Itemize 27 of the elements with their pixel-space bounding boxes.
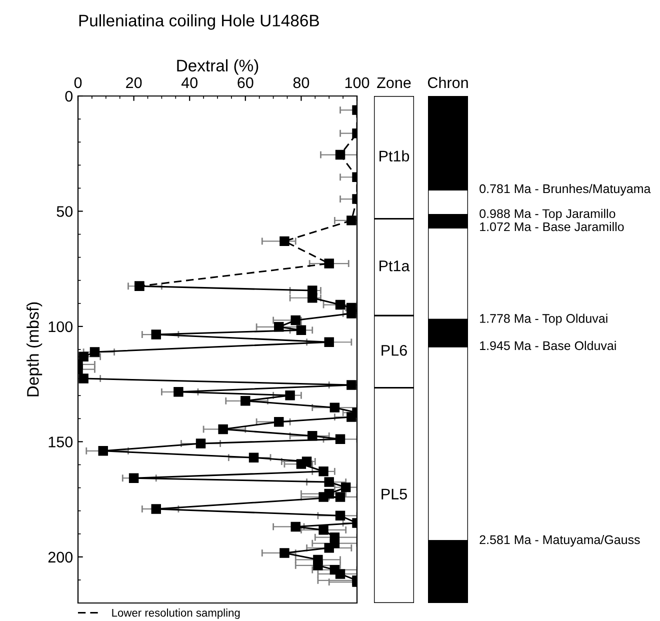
annotation: 1.778 Ma - Top Olduvai bbox=[480, 314, 608, 326]
annotation: 1.945 Ma - Base Olduvai bbox=[480, 340, 616, 350]
y-tick-label: 50 bbox=[56, 206, 73, 217]
x-tick-label: 80 bbox=[293, 77, 310, 88]
annotation: 1.072 Ma - Base Jaramillo bbox=[480, 222, 624, 232]
y-tick-label: 200 bbox=[48, 552, 73, 563]
series-label: Pt1b bbox=[380, 150, 410, 162]
series-label: PL5 bbox=[382, 488, 407, 500]
series-label: Pt1a bbox=[380, 260, 410, 272]
series-label: PL6 bbox=[382, 344, 407, 356]
y-tick-label: 100 bbox=[48, 321, 73, 332]
x-tick-label: 60 bbox=[238, 77, 254, 88]
y-tick-label: 150 bbox=[48, 436, 73, 448]
chart-title: Pulleniatina coiling Hole U1486B bbox=[79, 14, 319, 30]
text: Lower resolution sampling bbox=[112, 608, 240, 619]
x-tick-label: Zone bbox=[377, 77, 411, 88]
x-tick-label: Chron bbox=[428, 76, 468, 88]
x-tick-label: 40 bbox=[181, 77, 198, 88]
x-axis-title: Dextral (%) bbox=[177, 59, 258, 75]
x-tick-label: 100 bbox=[345, 77, 370, 88]
annotation: 0.988 Ma - Top Jaramillo bbox=[480, 208, 616, 221]
x-tick-label: 20 bbox=[126, 77, 142, 88]
x-tick-label: 0 bbox=[74, 77, 82, 88]
y-axis-title: Depth (mbsf) bbox=[26, 302, 42, 396]
y-tick-label: 0 bbox=[65, 90, 73, 102]
annotation: 2.581 Ma - Matuyama/Gauss bbox=[480, 534, 640, 547]
annotation: 0.781 Ma - Brunhes/Matuyama bbox=[480, 184, 651, 196]
